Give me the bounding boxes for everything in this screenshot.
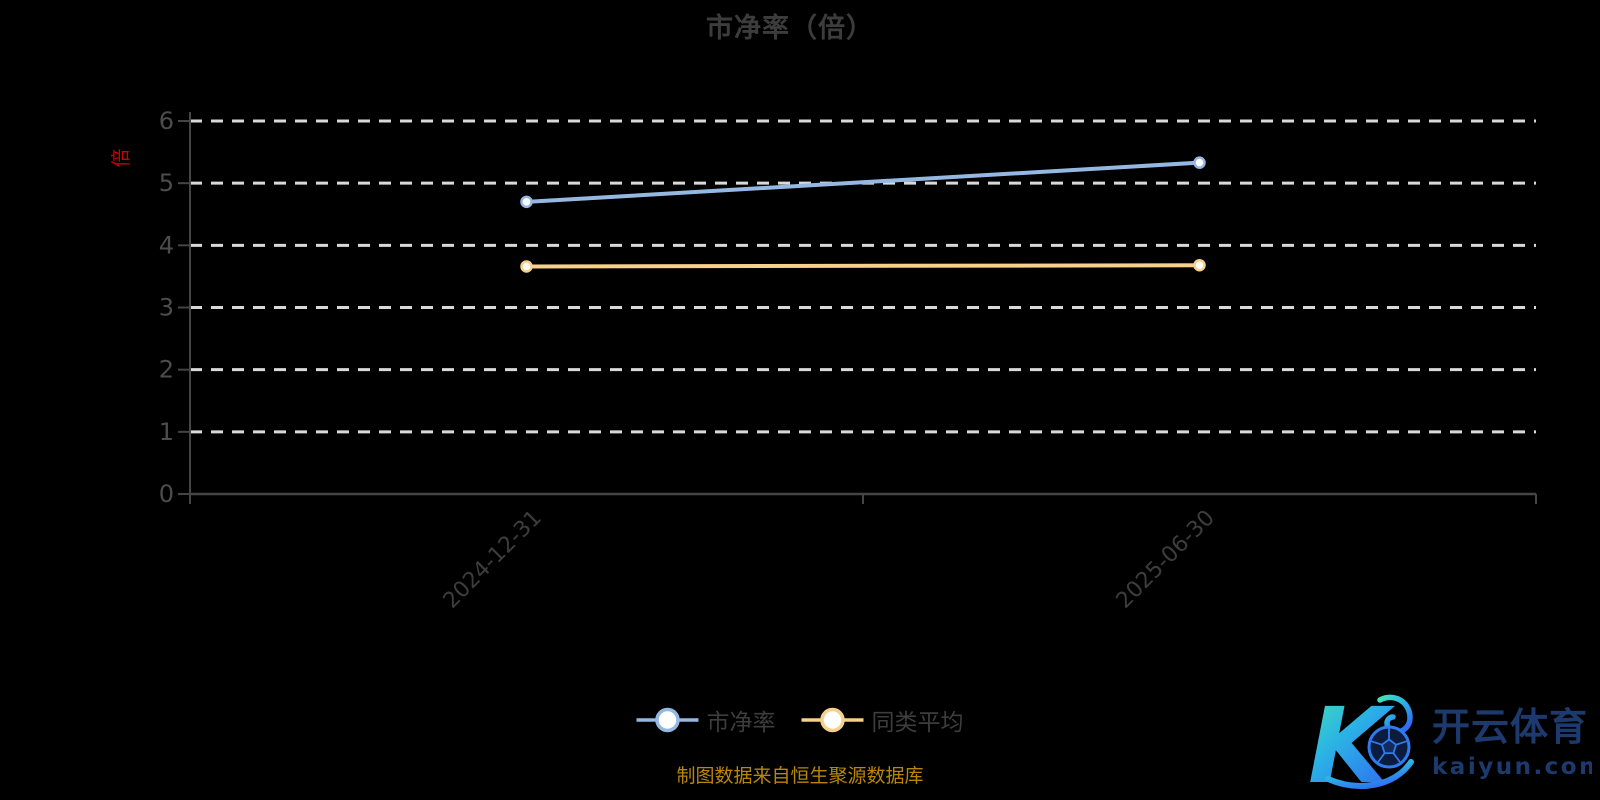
y-tick-label: 1 <box>159 418 174 446</box>
y-tick-label: 4 <box>159 231 174 259</box>
logo-brand-text: 开云体育 <box>1432 705 1588 749</box>
y-tick-label: 3 <box>159 294 174 322</box>
soccer-ball-seams <box>1371 728 1407 763</box>
legend-marker-icon <box>801 707 864 733</box>
series-line[interactable] <box>524 263 1202 269</box>
data-point[interactable] <box>520 195 533 209</box>
legend-label: 同类平均 <box>871 710 964 736</box>
y-tick-label: 0 <box>159 480 174 508</box>
y-tick-label: 6 <box>159 107 174 135</box>
legend: 市净率 同类平均 <box>636 703 964 737</box>
series-line[interactable] <box>524 160 1202 204</box>
logo-swirl <box>1377 694 1413 735</box>
legend-item[interactable]: 同类平均 <box>801 703 964 737</box>
legend-marker-icon <box>636 707 699 733</box>
x-axis-label: 2024-12-31 <box>439 506 547 614</box>
data-point[interactable] <box>1193 258 1206 272</box>
y-tick-label: 2 <box>159 356 174 384</box>
kaiyun-logo-graphic: K 开云体育 kaiyun.com <box>1308 685 1600 800</box>
y-axis-name: 倍 <box>110 148 132 167</box>
data-point[interactable] <box>520 260 533 273</box>
logo-swoosh <box>1325 759 1414 789</box>
logo-domain-text: kaiyun.com <box>1432 754 1592 780</box>
chart-title: 市净率（倍） <box>706 13 874 44</box>
soccer-ball-pentagon <box>1380 738 1398 754</box>
legend-item[interactable]: 市净率 <box>636 703 776 737</box>
y-tick-label: 5 <box>159 169 174 197</box>
kaiyun-watermark-logo[interactable]: K 开云体育 kaiyun.com <box>1292 685 1600 800</box>
legend-label: 市净率 <box>706 710 776 736</box>
x-axis-label: 2025-06-30 <box>1112 506 1220 614</box>
data-source-caption: 制图数据来自恒生聚源数据库 <box>676 765 924 787</box>
data-point[interactable] <box>1193 156 1206 169</box>
